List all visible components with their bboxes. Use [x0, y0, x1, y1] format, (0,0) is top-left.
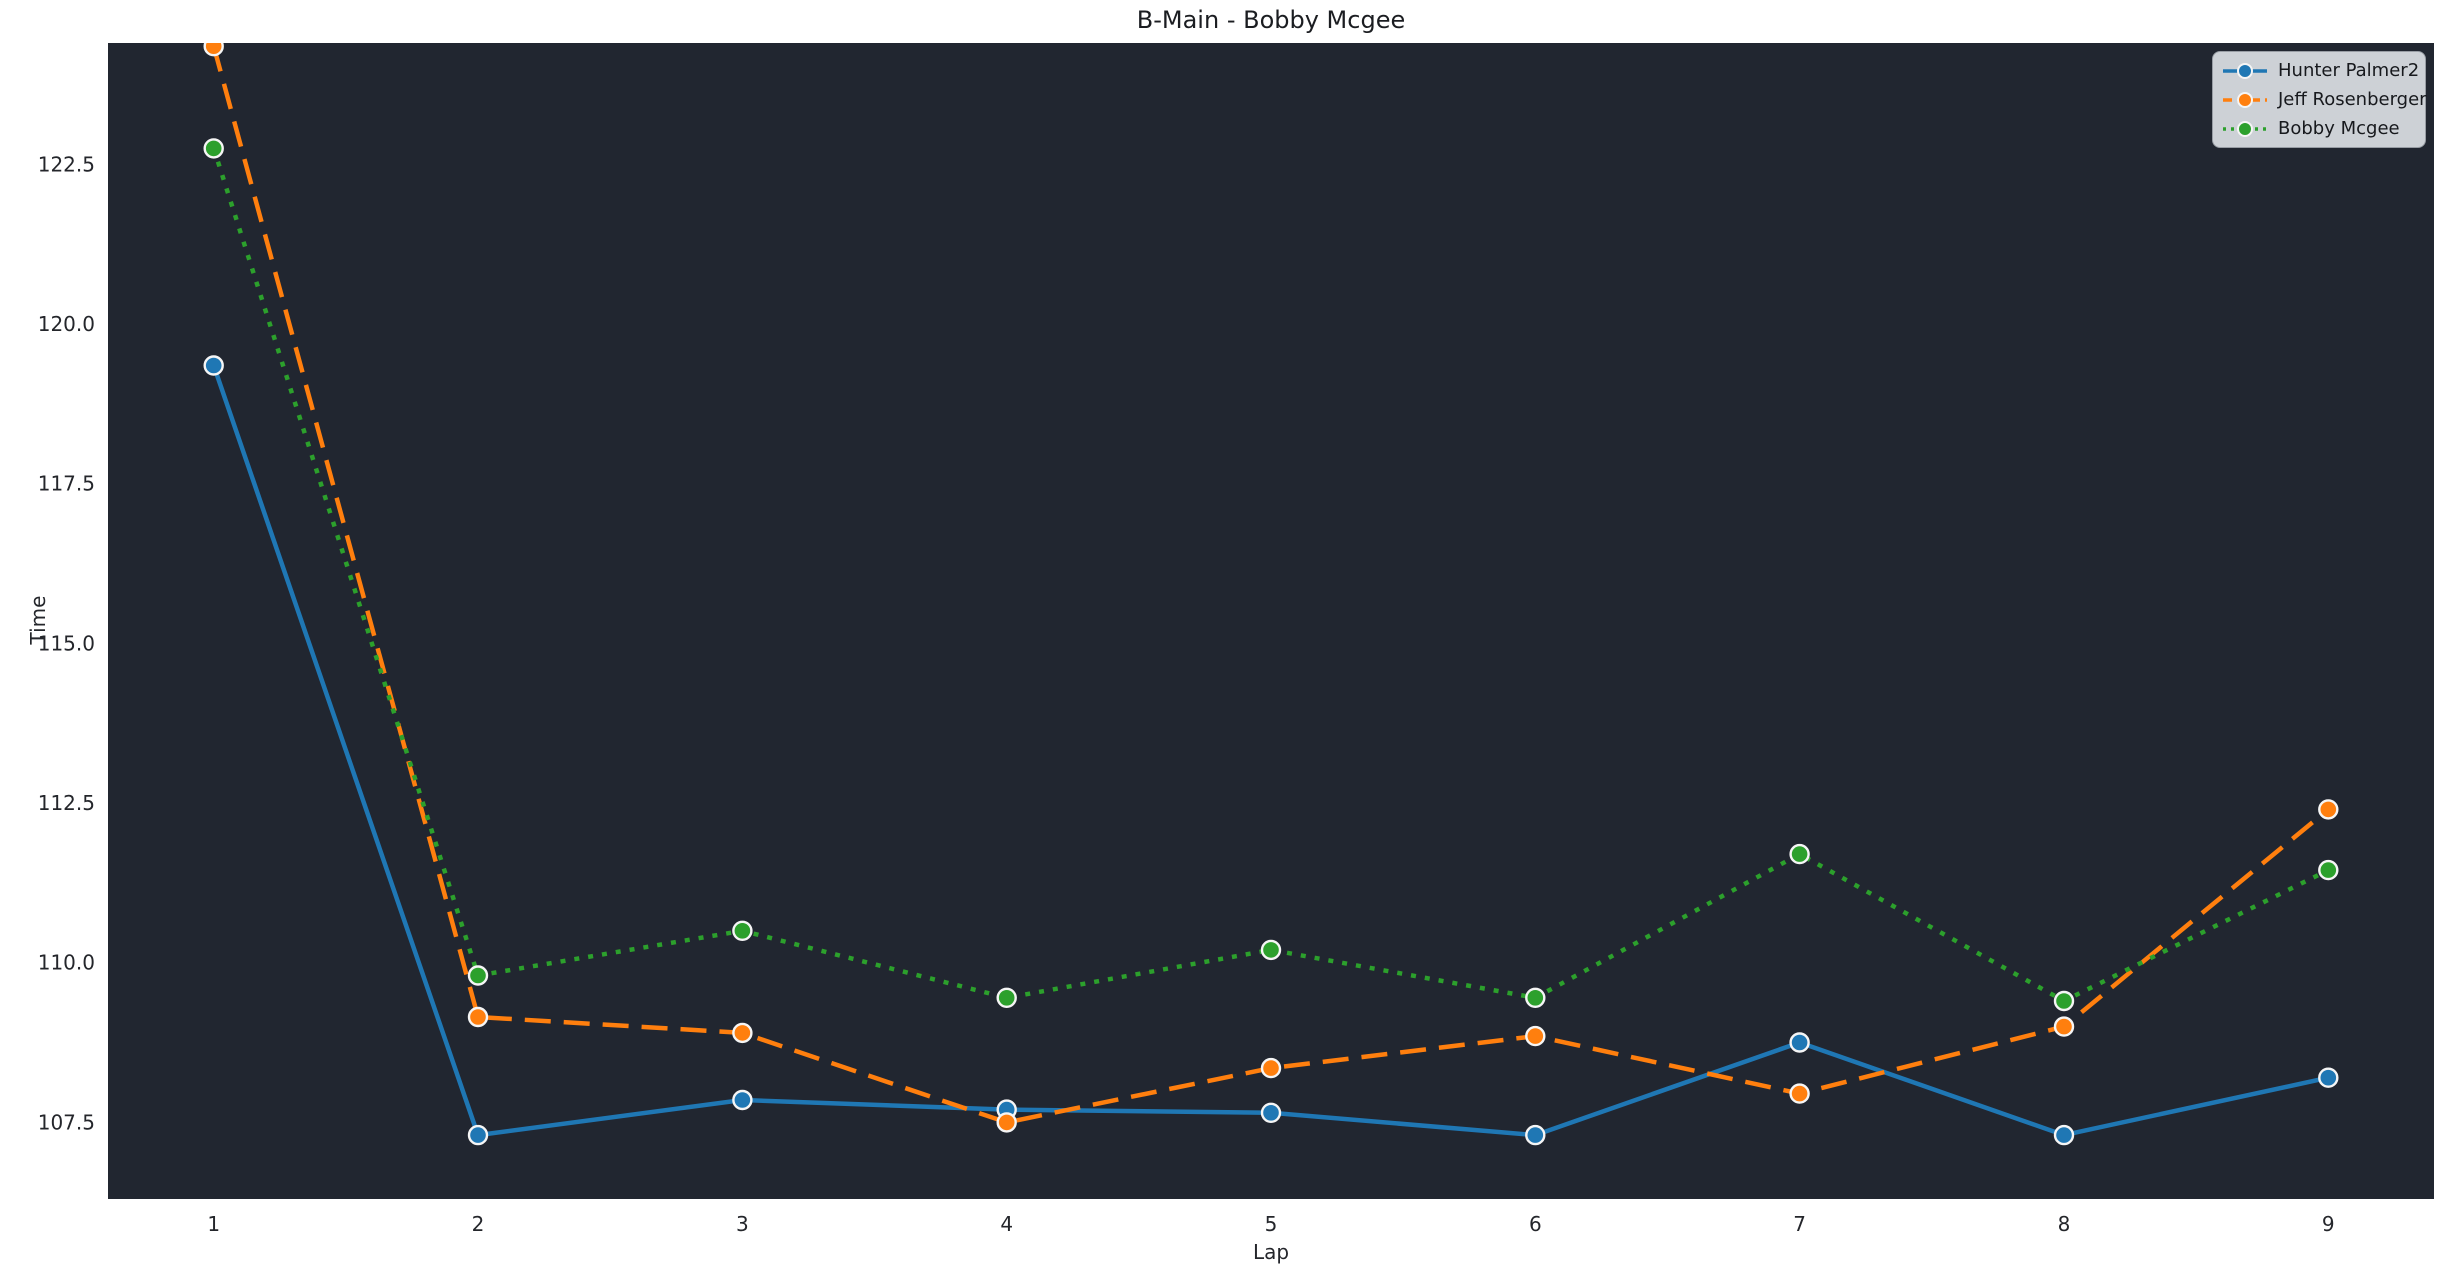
data-point: [203, 43, 224, 57]
legend-item-jeff-rosenberger: Jeff Rosenberger: [2221, 85, 2427, 114]
y-tick-label: 115.0: [38, 631, 95, 655]
data-point: [996, 1112, 1017, 1133]
legend-marker: [2237, 120, 2253, 137]
y-tick-label: 122.5: [38, 152, 95, 176]
series-bobby-mcgee: [203, 138, 2339, 1012]
data-point: [203, 355, 224, 376]
series-hunter-palmer2: [203, 355, 2339, 1146]
data-point: [732, 920, 753, 941]
data-point: [203, 138, 224, 159]
legend-item-hunter-palmer2: Hunter Palmer2: [2221, 56, 2420, 85]
x-tick-label: 5: [1265, 1212, 1278, 1236]
plot-area: [108, 43, 2434, 1199]
data-point: [467, 965, 489, 986]
data-point: [1789, 843, 1810, 865]
data-point: [467, 1006, 489, 1028]
data-point: [1260, 1057, 1282, 1079]
y-axis-title: Time: [26, 595, 50, 645]
data-point: [732, 1089, 753, 1111]
data-point: [1525, 1025, 1546, 1047]
legend-line-sample-icon: [2223, 62, 2267, 79]
data-point: [1789, 1032, 1810, 1053]
data-point: [2318, 859, 2339, 881]
x-axis-title: Lap: [1252, 1240, 1290, 1264]
legend-label: Bobby Mcgee: [2278, 118, 2400, 139]
series-jeff-rosenberger: [203, 43, 2339, 1133]
legend-line-sample-icon: [2223, 91, 2267, 108]
data-point: [1525, 987, 1546, 1008]
x-tick-label: 9: [2322, 1212, 2335, 1236]
data-point: [467, 1124, 489, 1146]
x-tick-label: 7: [1793, 1212, 1806, 1236]
data-point: [1525, 1124, 1546, 1146]
data-point: [1789, 1083, 1810, 1104]
legend-item-bobby-mcgee: Bobby Mcgee: [2221, 114, 2417, 143]
x-tick-label: 6: [1529, 1212, 1542, 1236]
data-point: [2318, 1067, 2339, 1088]
data-point: [996, 987, 1017, 1008]
data-point: [1260, 939, 1282, 961]
data-point: [1260, 1102, 1282, 1124]
data-point: [732, 1022, 753, 1044]
y-tick-label: 120.0: [38, 312, 95, 336]
legend-line-sample-icon: [2223, 120, 2267, 137]
chart-title: B-Main - Bobby Mcgee: [1136, 6, 1406, 34]
x-tick-label: 8: [2058, 1212, 2071, 1236]
legend-marker: [2237, 62, 2253, 79]
legend-marker: [2237, 91, 2253, 108]
y-tick-label: 112.5: [38, 791, 95, 815]
x-tick-label: 3: [736, 1212, 749, 1236]
legend: Hunter Palmer2 Jeff Rosenberger Bobby Mc…: [2212, 51, 2427, 148]
y-tick-label: 110.0: [38, 951, 95, 975]
x-tick-label: 2: [472, 1212, 485, 1236]
y-tick-label: 107.5: [38, 1110, 95, 1134]
x-tick-label: 4: [1000, 1212, 1013, 1236]
legend-label: Hunter Palmer2: [2278, 60, 2420, 81]
data-point: [2053, 990, 2075, 1012]
x-tick-label: 1: [207, 1212, 220, 1236]
legend-label: Jeff Rosenberger: [2278, 89, 2427, 110]
data-point: [2318, 799, 2339, 820]
data-point: [2053, 1124, 2075, 1146]
data-point: [2053, 1016, 2075, 1037]
y-tick-label: 117.5: [38, 472, 95, 496]
